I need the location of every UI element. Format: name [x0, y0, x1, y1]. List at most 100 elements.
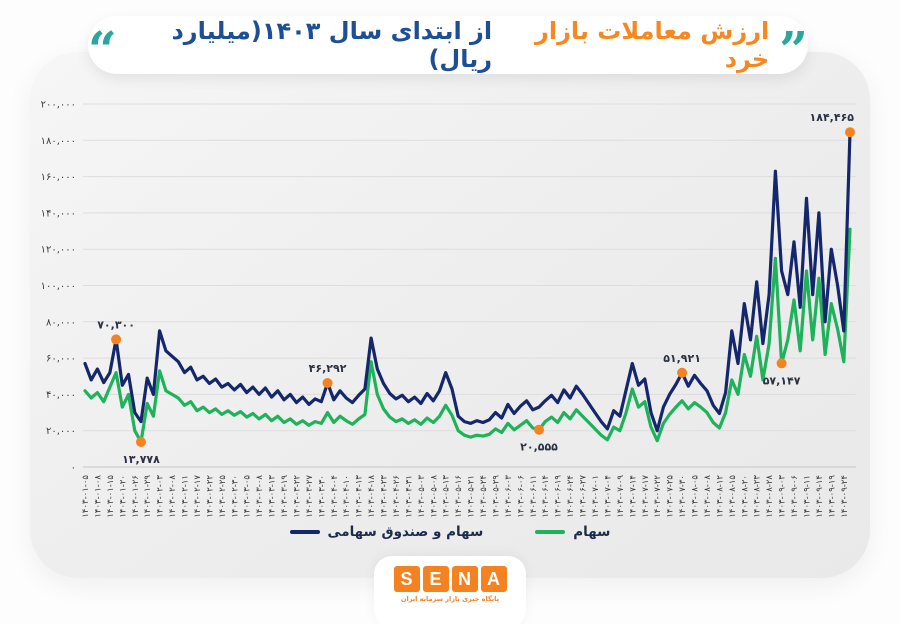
x-axis-label: ۱۴۰۳-۰۳-۳۰: [317, 475, 327, 518]
annotation-dot: [534, 424, 545, 435]
y-axis-label: ۲۰۰,۰۰۰: [41, 100, 76, 111]
x-axis-label: ۱۴۰۳-۰۳-۰۸: [255, 475, 265, 518]
x-axis-label: ۱۴۰۳-۰۴-۰۴: [330, 475, 340, 518]
x-axis-label: ۱۴۰۳-۰۶-۲۷: [579, 475, 589, 518]
chart-panel: [30, 52, 870, 578]
y-axis-label: ۱۲۰,۰۰۰: [41, 245, 76, 256]
y-axis-label: ۱۰۰,۰۰۰: [41, 281, 76, 292]
page-title-highlight: ارزش معاملات بازار خرد: [535, 17, 770, 73]
x-axis-label: ۱۴۰۳-۰۴-۲۳: [380, 475, 390, 518]
x-axis-label: ۱۴۰۳-۰۱-۰۸: [93, 475, 103, 518]
x-axis-label: ۱۴۰۳-۰۱-۲۹: [143, 475, 153, 518]
x-axis-label: ۱۴۰۳-۰۴-۱۰: [342, 475, 352, 518]
x-axis-label: ۱۴۰۳-۰۷-۳۰: [678, 475, 688, 518]
series-line: [83, 227, 852, 444]
x-axis-label: ۱۴۰۳-۰۶-۲۴: [566, 475, 576, 518]
x-axis-label: ۱۴۰۳-۰۵-۱۳: [442, 475, 452, 518]
x-axis-label: ۱۴۰۳-۰۶-۱۹: [554, 475, 564, 518]
series-line: [83, 130, 852, 433]
x-axis-label: ۱۴۰۳-۰۷-۰۴: [603, 475, 613, 518]
x-axis-label: ۱۴۰۳-۰۸-۲۰: [740, 475, 750, 518]
x-axis-label: ۱۴۰۳-۰۴-۲۶: [392, 475, 402, 518]
annotation-label: ۵۱,۹۲۱: [663, 352, 701, 365]
y-axis-label: ۱۸۰,۰۰۰: [41, 136, 76, 147]
x-axis-label: ۱۴۰۳-۰۵-۰۳: [417, 475, 427, 518]
x-axis-label: ۱۴۰۳-۰۲-۰۸: [168, 475, 178, 518]
x-axis-label: ۱۴۰۳-۰۳-۲۲: [292, 475, 302, 518]
annotation-label: ۷۰,۳۰۰: [97, 318, 135, 331]
x-axis-label: ۱۴۰۳-۰۷-۰۹: [616, 475, 626, 518]
x-axis-label: ۱۴۰۳-۰۲-۳۰: [230, 475, 240, 518]
x-axis-label: ۱۴۰۳-۰۱-۰۵: [81, 475, 91, 518]
x-axis-label: ۱۴۰۳-۰۲-۲۲: [205, 475, 215, 518]
logo-letter-e: E: [422, 566, 449, 592]
chart-legend: سهام و صندوق سهامی سهام: [0, 524, 900, 540]
x-axis-label: ۱۴۰۳-۰۸-۰۸: [703, 475, 713, 518]
logo-letter-s: S: [393, 566, 420, 592]
x-axis-label: ۱۴۰۳-۰۹-۰۳: [778, 475, 788, 518]
x-axis-label: ۱۴۰۳-۰۳-۱۹: [280, 475, 290, 518]
title-banner: ” ارزش معاملات بازار خرد از ابتدای سال ۱…: [88, 16, 808, 79]
x-axis-label: ۱۴۰۳-۰۳-۰۵: [243, 475, 253, 518]
x-axis-label: ۱۴۰۳-۰۴-۱۳: [355, 475, 365, 518]
y-axis-label: ۲۰,۰۰۰: [46, 426, 76, 437]
x-axis-label: ۱۴۰۳-۰۵-۲۴: [479, 475, 489, 518]
sena-logo-tiles: S E N A: [393, 566, 507, 592]
x-axis-label: ۱۴۰۳-۰۸-۱۲: [715, 475, 725, 518]
sena-logo: S E N A پایگاه خبری بازار سرمایه ایران: [374, 556, 526, 624]
y-axis-label: ۸۰,۰۰۰: [46, 317, 76, 328]
logo-letter-a: A: [480, 566, 507, 592]
x-axis-label: ۱۴۰۳-۰۵-۲۹: [491, 475, 501, 518]
annotation-dot: [135, 436, 146, 447]
x-axis-label: ۱۴۰۳-۰۱-۱۵: [106, 475, 116, 518]
legend-swatch-navy: [289, 529, 320, 535]
annotation-label: ۲۰,۵۵۵: [520, 441, 558, 454]
x-axis-label: ۱۴۰۳-۰۶-۱۴: [541, 475, 551, 518]
annotation-dot: [677, 367, 688, 378]
x-axis-label: ۱۴۰۳-۰۷-۱۷: [641, 475, 651, 518]
legend-item-stocks-and-funds: سهام و صندوق سهامی: [289, 524, 484, 540]
x-axis-label: ۱۴۰۳-۰۳-۲۷: [305, 475, 315, 518]
legend-swatch-green: [535, 529, 566, 535]
y-axis-label: ۱۶۰,۰۰۰: [41, 172, 76, 183]
legend-item-stocks: سهام: [535, 524, 610, 540]
x-axis-label: ۱۴۰۳-۰۷-۰۱: [591, 475, 601, 518]
annotation-label: ۱۸۴,۴۶۵: [810, 111, 855, 124]
page-title-rest: از ابتدای سال ۱۴۰۳(میلیارد ریال): [171, 17, 493, 73]
x-axis-label: ۱۴۰۳-۰۲-۱۷: [193, 475, 203, 518]
x-axis-label: ۱۴۰۳-۰۶-۱۱: [529, 475, 539, 518]
annotation-dot: [845, 127, 855, 138]
x-axis-label: ۱۴۰۳-۰۵-۲۱: [467, 475, 477, 518]
x-axis-label: ۱۴۰۳-۰۹-۱۹: [827, 475, 837, 518]
y-axis-label: ۰: [71, 463, 76, 474]
x-axis-label: ۱۴۰۳-۰۶-۰۶: [516, 475, 526, 518]
x-axis-label: ۱۴۰۳-۰۶-۰۳: [504, 475, 514, 518]
x-axis-label: ۱۴۰۳-۰۹-۲۴: [840, 475, 850, 518]
legend-label-stocks: سهام: [573, 524, 611, 540]
logo-letter-n: N: [451, 566, 478, 592]
x-axis-label: ۱۴۰۳-۰۷-۲۵: [666, 475, 676, 518]
logo-tagline: پایگاه خبری بازار سرمایه ایران: [400, 595, 500, 603]
x-axis-label: ۱۴۰۳-۰۴-۳۱: [404, 475, 414, 518]
x-axis-label: ۱۴۰۳-۰۸-۱۵: [728, 475, 738, 518]
x-axis-label: ۱۴۰۳-۰۹-۱۱: [802, 475, 812, 518]
x-axis-label: ۱۴۰۳-۰۹-۱۴: [815, 475, 825, 518]
x-axis-label: ۱۴۰۳-۰۱-۲۶: [131, 475, 141, 518]
legend-label-stocks-and-funds: سهام و صندوق سهامی: [327, 524, 484, 540]
annotation-label: ۵۷,۱۴۷: [763, 374, 801, 387]
x-axis-label: ۱۴۰۳-۰۷-۲۲: [653, 475, 663, 518]
y-axis-label: ۶۰,۰۰۰: [46, 354, 76, 365]
annotation-dot: [322, 377, 333, 388]
x-axis-label: ۱۴۰۳-۰۸-۰۵: [691, 475, 701, 518]
annotation-label: ۱۳,۷۷۸: [122, 453, 160, 466]
x-axis-label: ۱۴۰۳-۰۲-۲۵: [218, 475, 228, 518]
x-axis-label: ۱۴۰۳-۰۷-۱۴: [628, 475, 638, 518]
x-axis-label: ۱۴۰۳-۰۵-۱۶: [454, 475, 464, 518]
x-axis-label: ۱۴۰۳-۰۲-۰۳: [156, 475, 166, 518]
x-axis-label: ۱۴۰۳-۰۸-۲۳: [753, 475, 763, 518]
annotation-dot: [776, 358, 787, 369]
close-quote-icon: “: [88, 20, 117, 79]
y-axis-label: ۴۰,۰۰۰: [46, 390, 76, 401]
